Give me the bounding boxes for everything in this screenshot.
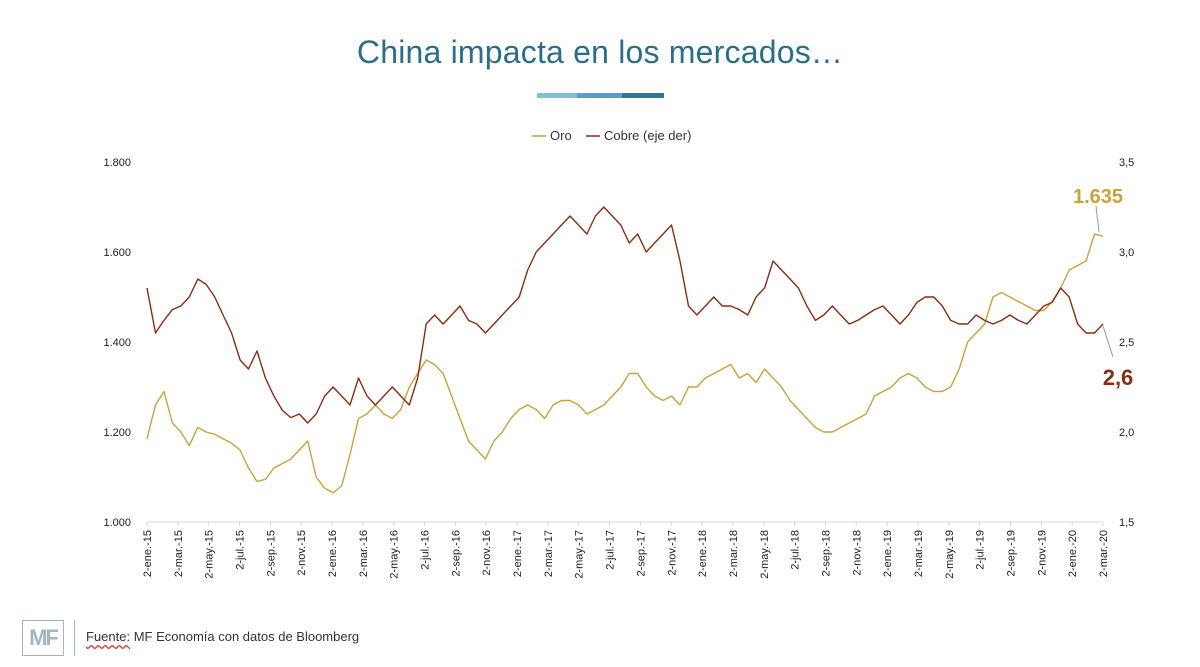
annotation-leader-cobre: [1102, 325, 1114, 358]
footer-divider: [74, 620, 75, 656]
y-left-tick-label: 1.200: [103, 427, 131, 439]
annotation-cobre: 2,6: [1103, 365, 1134, 390]
x-tick-label: 2-mar.-18: [728, 530, 740, 577]
x-tick-label: 2-sep.-19: [1005, 530, 1017, 576]
annotation-oro: 1.635: [1073, 186, 1123, 208]
x-tick-label: 2-may.-19: [944, 530, 956, 579]
x-tick-label: 2-ene.-20: [1067, 530, 1079, 577]
title-underline-segment: [537, 93, 577, 98]
title-underline: [537, 93, 664, 98]
x-tick-label: 2-mar.-16: [358, 530, 370, 577]
y-left-tick-label: 1.800: [103, 157, 131, 169]
x-tick-label: 2-mar.-20: [1098, 530, 1110, 577]
series-line-cobre: [146, 206, 1104, 424]
x-tick-label: 2-ene.-18: [697, 530, 709, 577]
series-line-oro: [146, 233, 1104, 494]
annotation-leader-oro: [1095, 205, 1100, 233]
x-tick-label: 2-ene.-15: [142, 530, 154, 577]
x-tick-label: 2-mar.-19: [913, 530, 925, 577]
x-tick-label: 2-sep.-18: [820, 530, 832, 576]
source-prefix: Fuente:: [86, 629, 131, 644]
x-tick-label: 2-ene.-19: [882, 530, 894, 577]
source-note: Fuente: MF Economía con datos de Bloombe…: [86, 629, 359, 644]
y-left-tick-label: 1.600: [103, 247, 131, 259]
title-underline-segment: [622, 93, 664, 98]
x-tick-label: 2-ene.-16: [327, 530, 339, 577]
x-tick-label: 2-jul.-15: [235, 530, 247, 570]
legend-label-oro: Oro: [550, 128, 572, 143]
mf-logo: MF: [22, 620, 64, 656]
y-right-tick-label: 3,0: [1119, 247, 1134, 259]
x-tick-label: 2-nov.-16: [481, 530, 493, 576]
x-tick-label: 2-may.-15: [204, 530, 216, 579]
x-tick-label: 2-ene.-17: [512, 530, 524, 577]
x-tick-label: 2-may.-16: [389, 530, 401, 579]
y-right-tick-label: 3,5: [1119, 157, 1134, 169]
y-right-tick-label: 2,0: [1119, 427, 1134, 439]
y-right-tick-label: 1,5: [1119, 517, 1134, 529]
x-tick-label: 2-may.-17: [574, 530, 586, 579]
x-tick-label: 2-jul.-17: [605, 530, 617, 570]
x-tick-label: 2-nov.-17: [666, 530, 678, 576]
page-title: China impacta en los mercados…: [356, 34, 844, 70]
x-tick-label: 2-sep.-15: [265, 530, 277, 576]
x-tick-label: 2-may.-18: [759, 530, 771, 579]
x-tick-label: 2-mar.-15: [173, 530, 185, 577]
y-right-tick-label: 2,5: [1119, 337, 1134, 349]
source-text: MF Economía con datos de Bloomberg: [130, 629, 360, 644]
x-tick-label: 2-nov.-19: [1036, 530, 1048, 576]
legend-label-cobre: Cobre (eje der): [604, 128, 691, 143]
x-tick-label: 2-jul.-18: [790, 530, 802, 570]
y-left-tick-label: 1.400: [103, 337, 131, 349]
x-tick-label: 2-mar.-17: [543, 530, 555, 577]
x-tick-label: 2-nov.-18: [851, 530, 863, 576]
x-tick-label: 2-nov.-15: [296, 530, 308, 576]
y-left-tick-label: 1.000: [103, 517, 131, 529]
x-tick-label: 2-jul.-16: [420, 530, 432, 570]
x-tick-label: 2-sep.-16: [450, 530, 462, 576]
x-tick-label: 2-sep.-17: [635, 530, 647, 576]
title-underline-segment: [577, 93, 622, 98]
x-tick-label: 2-jul.-19: [975, 530, 987, 570]
